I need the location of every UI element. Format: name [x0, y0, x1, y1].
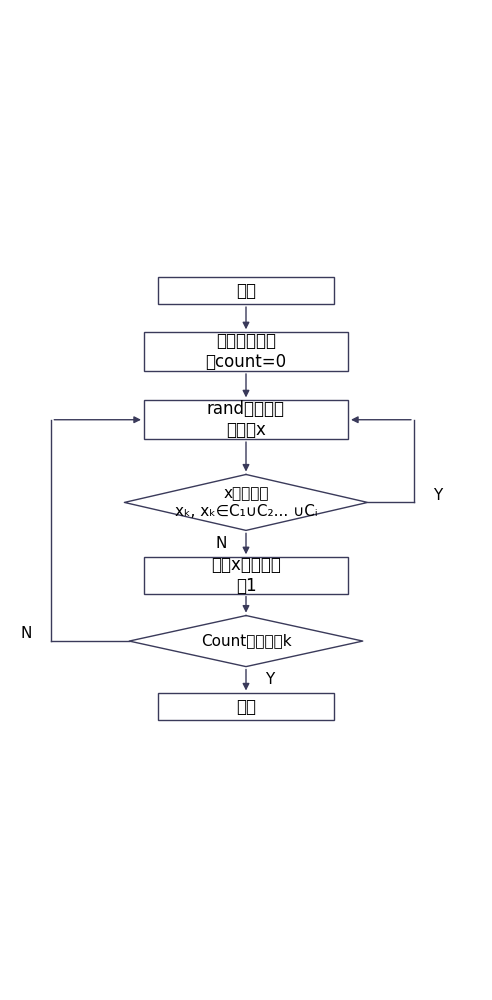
Bar — [158, 693, 334, 720]
Text: rand函数产生
随机数x: rand函数产生 随机数x — [207, 400, 285, 439]
Bar — [158, 277, 334, 304]
Bar — [144, 400, 348, 439]
Text: 存储x，计数器
加1: 存储x，计数器 加1 — [211, 556, 281, 595]
Text: 初始化，计数
器count=0: 初始化，计数 器count=0 — [206, 332, 286, 371]
Text: N: N — [21, 626, 32, 641]
Text: 输出: 输出 — [236, 698, 256, 716]
Text: 开始: 开始 — [236, 282, 256, 300]
Bar — [144, 557, 348, 594]
Text: Y: Y — [433, 488, 442, 503]
Text: Count是否小于k: Count是否小于k — [201, 634, 291, 649]
Bar — [144, 332, 348, 371]
Text: x是否等于
xₖ, xₖ∈C₁∪C₂... ∪Cᵢ: x是否等于 xₖ, xₖ∈C₁∪C₂... ∪Cᵢ — [175, 486, 317, 519]
Text: N: N — [215, 536, 226, 551]
Text: Y: Y — [266, 672, 275, 687]
